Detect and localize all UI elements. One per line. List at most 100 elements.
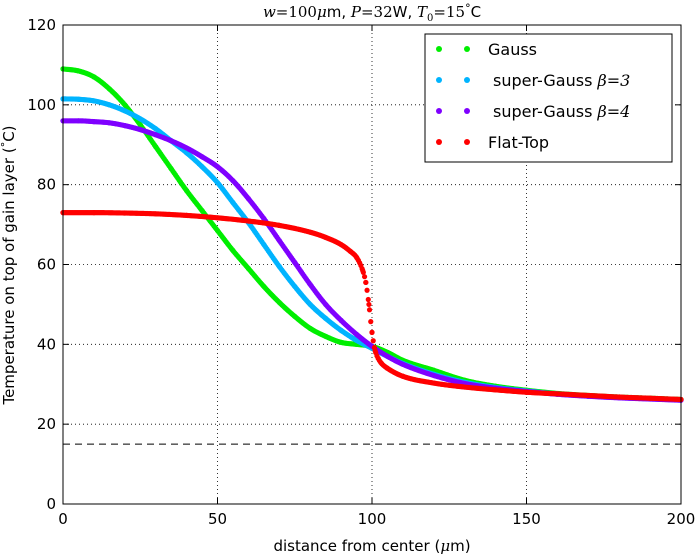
y-tick-label: 0: [46, 495, 56, 513]
data-point: [106, 102, 112, 108]
data-point: [214, 215, 221, 221]
data-point: [292, 283, 298, 290]
legend-item-flat-top: Flat-Top: [436, 133, 549, 152]
data-point: [276, 299, 282, 306]
data-point: [353, 254, 360, 260]
data-point: [261, 216, 267, 222]
data-point: [323, 301, 329, 308]
x-tick-label: 0: [58, 510, 68, 528]
data-point: [366, 301, 372, 308]
data-point: [214, 227, 221, 234]
data-point: [554, 391, 561, 397]
y-axis-label: Temperature on top of gain layer (°C): [0, 125, 18, 405]
data-point: [75, 68, 82, 74]
data-point: [122, 122, 128, 129]
data-point: [307, 325, 313, 331]
legend-label: Flat-Top: [488, 133, 549, 152]
legend: Gauss super-Gauss β=3 super-Gauss β=4 Fl…: [424, 33, 673, 163]
data-point: [184, 188, 190, 194]
x-tick-label: 100: [358, 510, 387, 528]
data-point: [585, 392, 591, 399]
data-point: [338, 327, 344, 333]
data-point: [378, 360, 384, 366]
data-point: [168, 166, 174, 172]
legend-item-super-gauss-4: super-Gauss β=4: [436, 102, 630, 121]
data-point: [245, 218, 251, 224]
data-point: [153, 132, 159, 138]
data-point: [360, 267, 366, 274]
data-point: [199, 208, 205, 214]
data-point: [363, 279, 369, 286]
data-point: [365, 296, 371, 303]
series-layer: [60, 66, 684, 403]
data-point: [361, 274, 368, 280]
data-point: [384, 365, 391, 371]
legend-label: Gauss: [488, 40, 537, 59]
series-flat-top: [60, 210, 684, 403]
data-point: [230, 200, 236, 206]
data-point: [230, 247, 236, 254]
data-point: [153, 144, 159, 150]
x-tick-label: 200: [667, 510, 696, 528]
x-tick-label: 50: [208, 510, 227, 528]
data-point: [261, 283, 267, 290]
legend-marker: [464, 139, 470, 145]
data-point: [261, 241, 267, 248]
y-tick-label: 60: [37, 256, 56, 274]
data-point: [431, 380, 437, 386]
x-axis-label: distance from center (μm): [273, 537, 470, 554]
data-point: [75, 118, 82, 124]
data-point: [375, 355, 381, 361]
data-point: [369, 329, 375, 335]
x-tick-labels: 0 50 100 150 200: [58, 510, 695, 528]
y-tick-labels: 0 20 40 60 80 100 120: [27, 16, 56, 513]
legend-marker: [464, 46, 470, 52]
data-point: [137, 122, 143, 128]
data-point: [214, 164, 221, 170]
data-point: [616, 394, 622, 400]
data-point: [372, 347, 378, 353]
data-point: [338, 317, 344, 323]
data-point: [493, 387, 499, 393]
data-point: [353, 337, 360, 343]
data-point: [199, 164, 205, 170]
legend-marker: [436, 139, 442, 145]
data-point: [364, 287, 370, 293]
data-point: [323, 234, 329, 240]
data-point: [153, 126, 159, 132]
data-point: [307, 229, 313, 235]
legend-item-super-gauss-3: super-Gauss β=3: [436, 71, 630, 90]
y-tick-label: 80: [37, 176, 56, 194]
data-point: [214, 180, 221, 186]
data-point: [199, 154, 205, 160]
data-point: [323, 315, 329, 321]
legend-marker: [464, 108, 470, 114]
data-point: [122, 102, 128, 108]
data-point: [400, 373, 406, 379]
data-point: [370, 338, 376, 344]
data-point: [353, 331, 360, 337]
data-point: [292, 259, 298, 266]
data-point: [245, 265, 251, 272]
legend-marker: [436, 46, 442, 52]
data-point: [292, 313, 298, 319]
data-point: [137, 116, 143, 122]
legend-label: super-Gauss β=4: [493, 102, 630, 121]
data-point: [137, 126, 143, 133]
y-tick-label: 120: [27, 16, 56, 34]
data-point: [122, 108, 128, 114]
data-point: [276, 222, 282, 228]
data-point: [184, 145, 190, 151]
data-point: [431, 372, 437, 379]
data-point: [368, 319, 374, 325]
legend-marker: [464, 77, 470, 83]
data-point: [384, 353, 391, 359]
data-point: [366, 307, 373, 313]
legend-marker: [436, 77, 442, 83]
data-point: [400, 361, 406, 367]
data-point: [307, 281, 313, 288]
data-point: [347, 248, 353, 254]
data-point: [91, 98, 97, 104]
x-tick-label: 150: [512, 510, 541, 528]
axis-ticks: [62, 24, 682, 505]
